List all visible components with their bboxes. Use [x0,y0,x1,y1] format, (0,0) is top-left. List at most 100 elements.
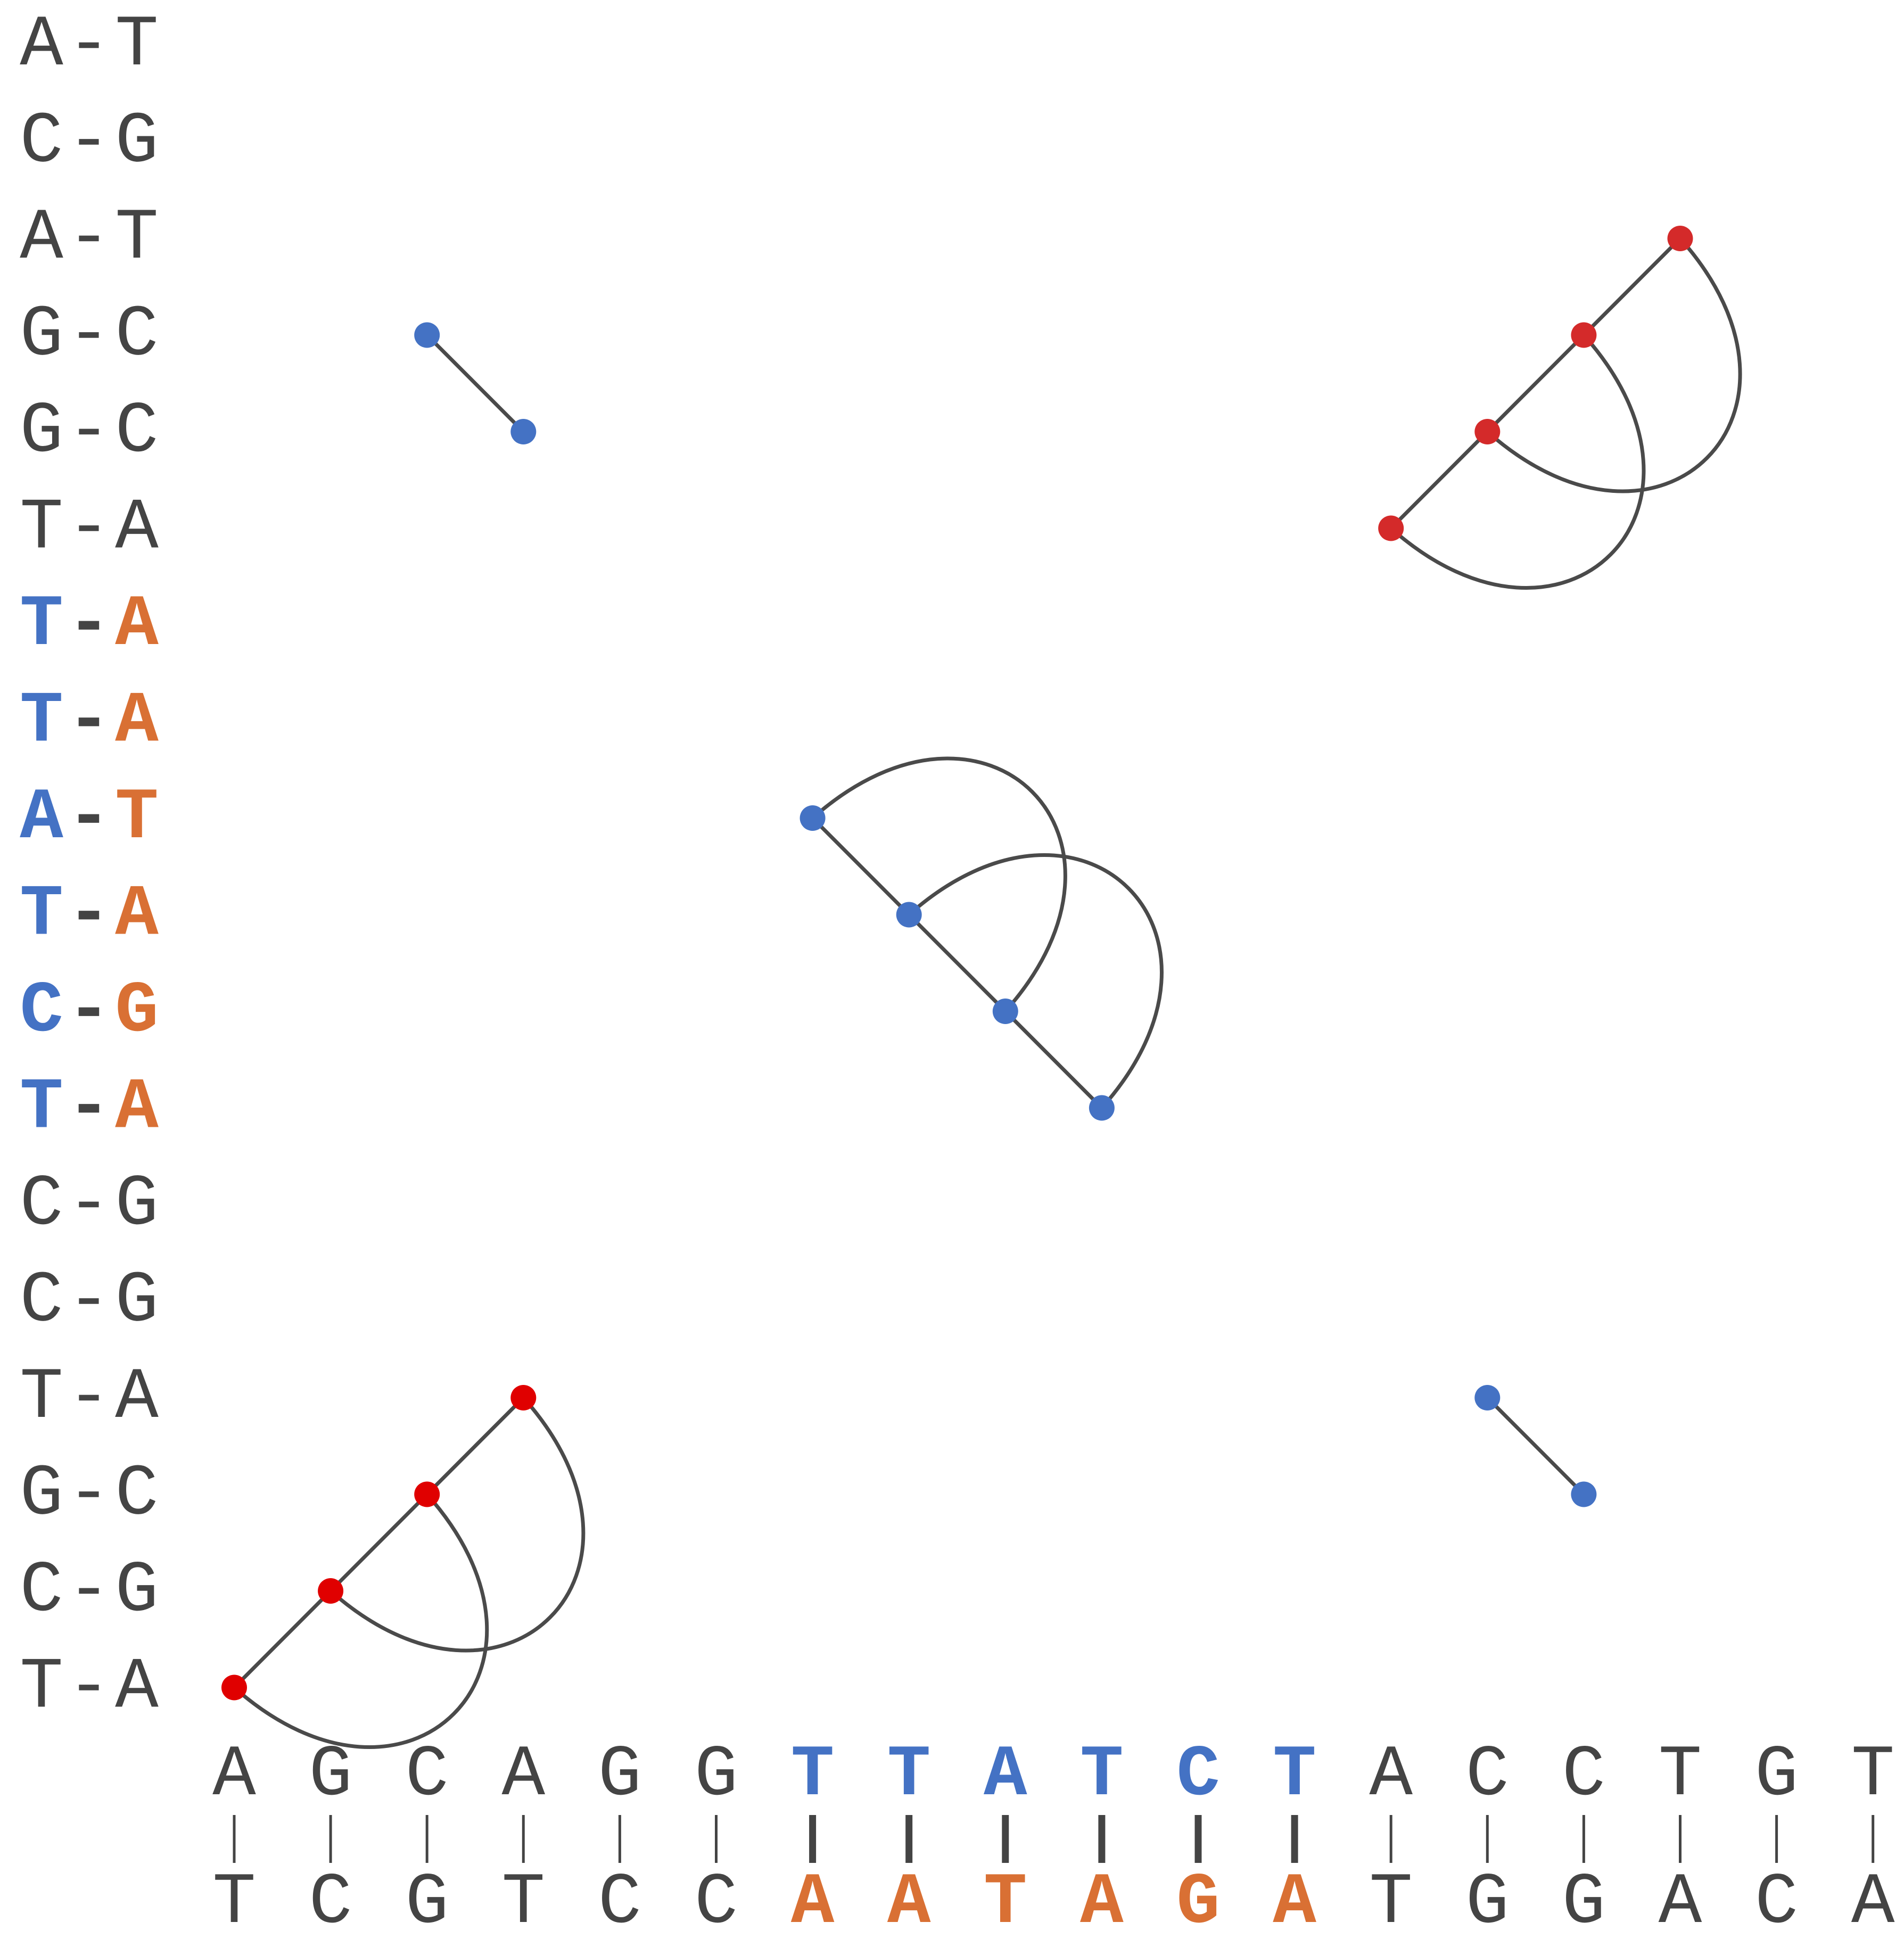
vertical-pair: T-A [20,874,159,956]
horizontal-pair: GC [598,1734,642,1944]
vertical-pair: T-A [20,488,159,570]
vertical-pair: G-C [20,1454,159,1536]
pair-right-base: T [115,777,159,859]
horizontal-pair: AT [212,1734,256,1944]
motif-dot [896,902,922,928]
horizontal-pair: CG [405,1734,449,1944]
horizontal-pair: TA [791,1734,835,1944]
vertical-pair: C-G [20,970,159,1052]
pair-bottom-base: T [212,1862,256,1944]
motif-dot [318,1578,344,1604]
horizontal-pair: GC [1755,1734,1799,1944]
pair-right-base: A [115,1357,159,1439]
horizontal-pair: TA [1851,1734,1895,1944]
pair-top-base: G [695,1734,738,1816]
pair-dash: - [67,391,111,473]
pair-left-base: T [20,488,63,570]
motif-group [414,322,537,444]
horizontal-pair: TA [1080,1734,1124,1944]
pair-top-base: A [984,1734,1027,1816]
vertical-pair: C-G [20,101,159,183]
pair-right-base: A [115,1067,159,1149]
pair-dash: - [67,1647,111,1729]
pair-right-base: G [115,970,159,1052]
motif-dot [1571,1481,1597,1507]
vertical-pair: T-A [20,584,159,666]
pair-left-base: G [20,1454,63,1536]
pair-top-base: C [405,1734,449,1816]
pair-bottom-base: C [695,1862,738,1944]
motif-dot [1571,322,1597,348]
pair-right-base: G [115,1260,159,1342]
vertical-pair: T-A [20,1357,159,1439]
horizontal-pair: CG [1562,1734,1606,1944]
pair-top-base: A [1369,1734,1413,1816]
pair-bottom-base: A [1273,1862,1316,1944]
pair-left-base: C [20,101,63,183]
pair-bottom-base: T [501,1862,545,1944]
pair-left-base: A [20,197,63,279]
pair-bottom-base: G [1465,1862,1509,1944]
pair-left-base: T [20,681,63,763]
motif-dot [414,1481,440,1507]
motif-arc [811,756,1067,1013]
horizontal-pair: TA [1273,1734,1316,1944]
motif-dot [414,322,440,348]
motif-arc [907,853,1164,1110]
pair-right-base: C [115,1454,159,1536]
pair-dash: - [67,4,111,86]
motif-line [1389,236,1682,530]
vertical-pair: C-G [20,1164,159,1245]
motif-dot [1089,1095,1115,1121]
vertical-pair: A-T [20,197,159,279]
pair-bottom-base: G [1176,1862,1220,1944]
horizontal-pair: CG [1465,1734,1509,1944]
pair-dash: - [67,101,111,183]
vertical-pair: G-C [20,391,159,473]
motif-dot [1474,1385,1501,1410]
pair-left-base: G [20,391,63,473]
pair-dash: - [67,1357,111,1439]
pair-bottom-base: C [598,1862,642,1944]
pair-top-base: G [598,1734,642,1816]
pair-dash: - [67,874,111,956]
motif-marks [221,226,1742,1750]
pair-top-base: C [1562,1734,1606,1816]
pair-left-base: C [20,970,63,1052]
pair-right-base: A [115,681,159,763]
pair-top-base: T [1273,1734,1316,1816]
motif-dot [510,419,537,444]
pair-right-base: A [115,584,159,666]
pair-top-base: A [501,1734,545,1816]
pair-right-base: T [115,4,159,86]
motif-dot [799,805,826,831]
pair-left-base: T [20,1647,63,1729]
pair-left-base: A [20,4,63,86]
motif-dot [992,999,1018,1024]
horizontal-pair: AT [984,1734,1027,1944]
pair-left-base: C [20,1164,63,1245]
motif-group [1378,226,1742,590]
pair-bottom-base: T [984,1862,1027,1944]
pair-bottom-base: A [1659,1862,1702,1944]
pair-dash: - [67,584,111,666]
pair-top-base: T [1851,1734,1895,1816]
pair-dash: - [67,1454,111,1536]
motif-dot [1378,515,1404,541]
motif-line [811,816,1104,1110]
vertical-pair: T-A [20,681,159,763]
pair-top-base: C [1176,1734,1220,1816]
pair-top-base: T [791,1734,835,1816]
pair-left-base: G [20,294,63,376]
pair-bottom-base: T [1369,1862,1413,1944]
vertical-pair: C-G [20,1550,159,1632]
pair-bottom-base: C [1755,1862,1799,1944]
pair-top-base: A [212,1734,256,1816]
horizontal-pair: GC [695,1734,738,1944]
motif-dot [510,1385,537,1410]
horizontal-pair: TA [1659,1734,1702,1944]
motif-dot [1667,226,1693,251]
pair-dash: - [67,1164,111,1245]
